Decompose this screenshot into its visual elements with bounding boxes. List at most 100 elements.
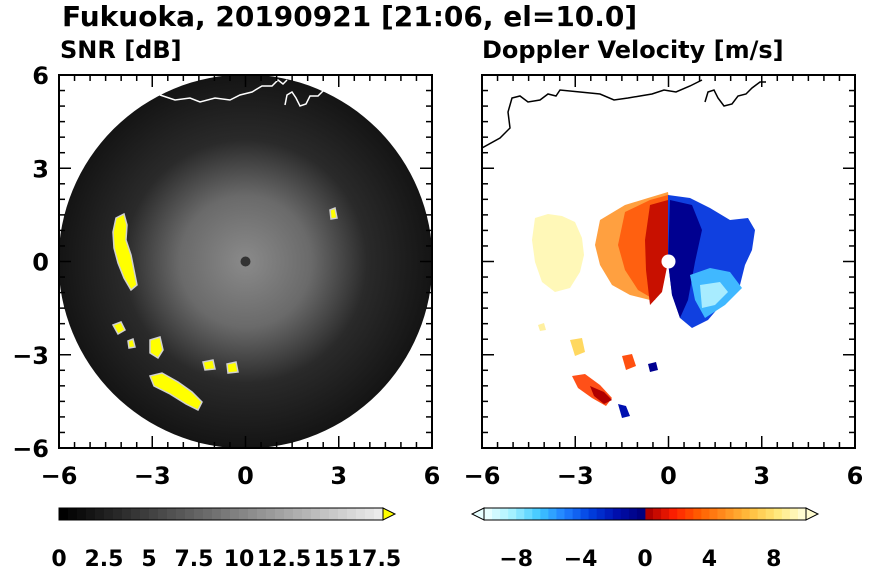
doppler-colorbar-segment [677, 508, 686, 520]
doppler-inbound-near [645, 200, 670, 305]
snr-x-tick-label: −6 [41, 462, 78, 490]
snr-colorbar-segment [356, 508, 366, 520]
snr-colorbar-segment [77, 508, 87, 520]
doppler-colorbar-frame [483, 507, 807, 521]
snr-colorbar-segment [185, 508, 195, 520]
snr-y-tick-label: 0 [32, 249, 49, 277]
snr-x-tick-label: −3 [134, 462, 171, 490]
snr-colorbar-segment [59, 508, 69, 520]
doppler-colorbar-segment [797, 508, 807, 520]
doppler-colorbar-segment [604, 508, 614, 520]
echo-south-1 [202, 359, 216, 371]
doppler-colorbar-segment [653, 508, 662, 520]
doppler-colorbar-segment [645, 508, 654, 520]
doppler-colorbar-segment [524, 508, 533, 520]
doppler-colorbar-segment [596, 508, 606, 520]
doppler-coastline [482, 79, 766, 149]
figure-title: Fukuoka, 20190921 [21:06, el=10.0] [62, 0, 637, 33]
doppler-colorbar-segment [620, 508, 630, 520]
snr-colorbar-segment [158, 508, 168, 520]
snr-colorbar-label: 17.5 [347, 547, 401, 570]
right-panel-title: Doppler Velocity [m/s] [482, 36, 784, 64]
echo-south-2 [226, 361, 239, 374]
snr-tick-labels: −6 −3 0 3 6 6 3 0 −3 −6 [12, 62, 440, 490]
echo-southwest-2 [149, 336, 164, 360]
doppler-outbound-fast [668, 200, 702, 318]
doppler-colorbar-segment [500, 508, 509, 520]
snr-colorbar: 0 2.5 5 7.5 10 12.5 15 17.5 [51, 507, 401, 570]
snr-colorbar-segment [68, 508, 78, 520]
doppler-colorbar-segment [548, 508, 557, 520]
snr-colorbar-label: 10 [224, 547, 255, 570]
doppler-small-cell-1 [570, 338, 585, 356]
snr-colorbar-segment [302, 508, 312, 520]
snr-colorbar-extend [382, 507, 397, 521]
doppler-colorbar-segment [508, 508, 517, 520]
snr-colorbar-segment [131, 508, 141, 520]
snr-colorbar-segment [203, 508, 213, 520]
doppler-small-cell-3 [648, 362, 658, 372]
doppler-colorbar-segment [709, 508, 718, 520]
doppler-colorbar-segment [669, 508, 678, 520]
doppler-x-tick-label: 6 [847, 462, 864, 490]
snr-y-tick-label: 3 [32, 155, 49, 183]
doppler-colorbar-segment [701, 508, 710, 520]
doppler-tick-marks [481, 74, 856, 449]
snr-colorbar-segment [167, 508, 177, 520]
snr-colorbar-label: 12.5 [257, 547, 311, 570]
snr-colorbar-segment [230, 508, 240, 520]
snr-colorbar-segment [338, 508, 348, 520]
doppler-colorbar-extend-high [805, 507, 820, 521]
snr-colorbar-segment [275, 508, 285, 520]
doppler-echoes [532, 192, 755, 418]
doppler-colorbar-segment [749, 508, 759, 520]
echo-south-band [148, 372, 203, 412]
snr-colorbar-segment [293, 508, 303, 520]
doppler-x-tick-label: 0 [660, 462, 677, 490]
snr-colorbar-segment [266, 508, 276, 520]
doppler-colorbar-segment [741, 508, 751, 520]
doppler-x-tick-label: −6 [464, 462, 501, 490]
snr-x-tick-label: 3 [330, 462, 347, 490]
doppler-south-tail [618, 404, 630, 418]
doppler-colorbar-segment [765, 508, 775, 520]
snr-colorbar-segment [248, 508, 258, 520]
doppler-colorbar-segment [612, 508, 622, 520]
snr-colorbar-segment [239, 508, 249, 520]
snr-x-tick-label: 6 [424, 462, 441, 490]
snr-colorbar-segment [149, 508, 159, 520]
doppler-outbound-lightest [700, 282, 728, 308]
snr-colorbar-segment [122, 508, 132, 520]
snr-colorbar-segment [320, 508, 330, 520]
snr-colorbar-label: 2.5 [85, 547, 124, 570]
snr-colorbar-segment [212, 508, 222, 520]
snr-colorbar-segment [221, 508, 231, 520]
doppler-colorbar-segment [516, 508, 525, 520]
doppler-colorbar-segment [532, 508, 541, 520]
doppler-colorbar-segment [564, 508, 573, 520]
snr-tick-marks [58, 74, 433, 449]
doppler-colorbar-label: 8 [766, 547, 781, 570]
snr-panel [58, 74, 433, 449]
snr-colorbar-label: 0 [51, 547, 66, 570]
doppler-colorbar-segment [773, 508, 783, 520]
doppler-colorbar-segment [484, 508, 493, 520]
doppler-colorbar-segment [492, 508, 501, 520]
snr-colorbar-segment [374, 508, 384, 520]
doppler-colorbar-label: 4 [702, 547, 717, 570]
doppler-colorbar-segment [540, 508, 549, 520]
snr-colorbar-segment [140, 508, 150, 520]
snr-colorbar-frame [58, 507, 384, 521]
doppler-colorbar-segment [725, 508, 734, 520]
echo-west-band [112, 212, 138, 292]
doppler-colorbar-segment [685, 508, 694, 520]
snr-colorbar-segment [257, 508, 267, 520]
doppler-colorbar-segment [693, 508, 702, 520]
snr-colorbar-segment [365, 508, 375, 520]
snr-y-tick-label: 6 [32, 62, 49, 90]
doppler-colorbar-label: −8 [499, 547, 533, 570]
doppler-colorbar-label: −4 [564, 547, 598, 570]
snr-colorbar-segment [176, 508, 186, 520]
doppler-colorbar: −8 −4 0 4 8 [470, 507, 820, 570]
